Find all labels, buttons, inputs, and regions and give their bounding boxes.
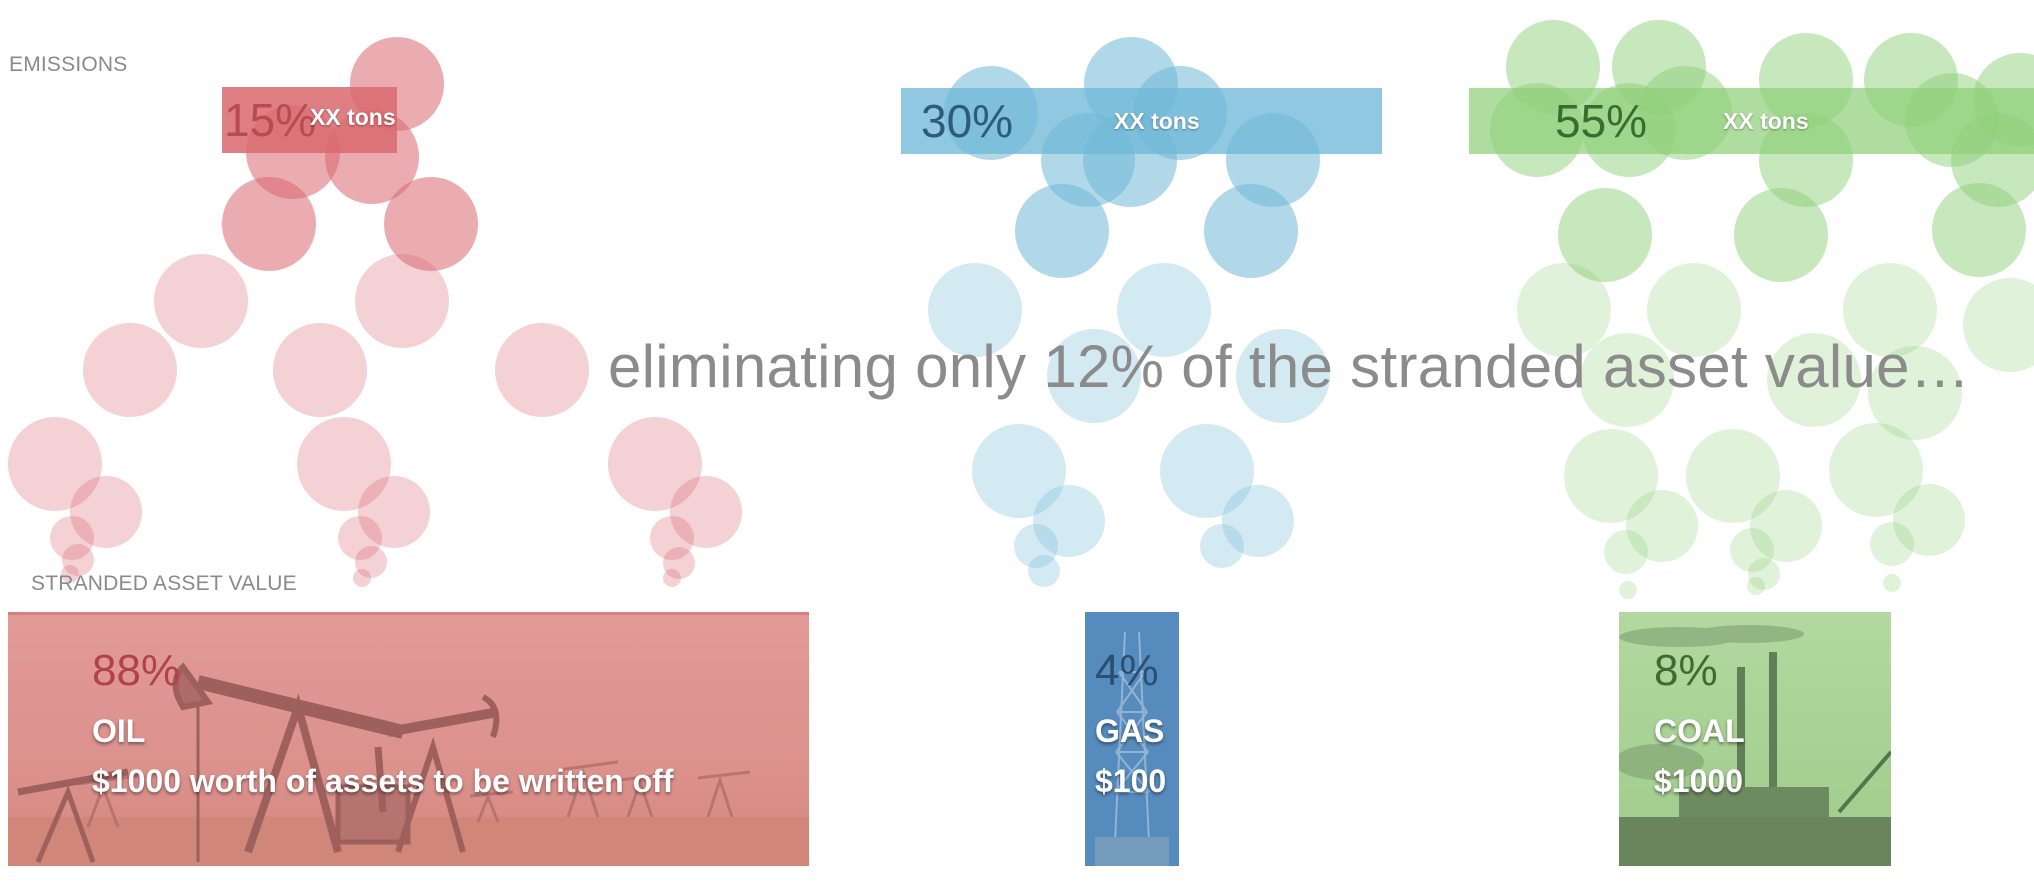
- emission-bubble-oil: [222, 177, 316, 271]
- asset-card-oil: 88% OIL $1000 worth of assets to be writ…: [8, 612, 809, 866]
- emission-bubble-oil: [495, 323, 589, 417]
- emission-bubble-coal: [1883, 574, 1901, 592]
- emission-percent-coal: 55%: [1555, 95, 1648, 147]
- emission-bubble-oil: [663, 547, 695, 579]
- emission-bubble-gas: [1028, 555, 1060, 587]
- emission-bubble-oil: [650, 516, 694, 560]
- emission-bubble-coal: [1829, 423, 1923, 517]
- emission-bubble-oil: [608, 417, 702, 511]
- emission-bubble-coal: [1932, 183, 2026, 277]
- emission-bubble-coal: [1730, 528, 1774, 572]
- emission-bubble-coal: [1747, 577, 1765, 595]
- emission-bubble-coal: [1893, 484, 1965, 556]
- emission-bubble-oil: [273, 323, 367, 417]
- emission-bubble-coal: [1963, 278, 2034, 372]
- asset-card-coal: 8% COAL $1000: [1619, 612, 1891, 866]
- emission-tons-coal: XX tons: [1723, 108, 1809, 134]
- emission-bubble-gas: [1222, 485, 1294, 557]
- asset-name-coal: COAL: [1654, 713, 1745, 749]
- emission-bubble-oil: [670, 476, 742, 548]
- emission-bubble-gas: [1160, 424, 1254, 518]
- emission-bubble-coal: [1750, 490, 1822, 562]
- emission-bubble-coal: [1564, 429, 1658, 523]
- emission-bubble-gas: [1015, 184, 1109, 278]
- emission-bubble-coal: [1748, 558, 1780, 590]
- emission-tons-oil: XX tons: [310, 104, 396, 130]
- stranded-asset-label: STRANDED ASSET VALUE: [31, 572, 297, 595]
- coal-power-plant-photo: [1619, 612, 1891, 866]
- emission-bubble-oil: [338, 516, 382, 560]
- emission-bar-oil: 15% XX tons: [222, 87, 397, 153]
- emission-bubble-oil: [8, 417, 102, 511]
- emission-bubble-oil: [663, 569, 681, 587]
- emission-bubble-oil: [353, 569, 371, 587]
- stranded-percent-oil: 88%: [92, 646, 181, 695]
- emission-bubble-coal: [1734, 188, 1828, 282]
- emission-percent-oil: 15%: [224, 94, 317, 146]
- asset-name-gas: GAS: [1095, 713, 1165, 749]
- asset-name-oil: OIL: [92, 713, 146, 749]
- stranded-percent-gas: 4%: [1095, 646, 1159, 695]
- emission-bubble-coal: [1870, 522, 1914, 566]
- emission-bubble-oil: [154, 254, 248, 348]
- headline: eliminating only 12% of the stranded ass…: [608, 333, 1971, 400]
- emission-bubble-oil: [358, 476, 430, 548]
- emission-bubble-coal: [1686, 429, 1780, 523]
- emission-bubble-oil: [297, 417, 391, 511]
- asset-card-gas: 4% GAS $100: [1085, 612, 1179, 866]
- emission-bubble-oil: [355, 546, 387, 578]
- emission-bar-coal: 55% XX tons: [1469, 88, 2034, 154]
- emission-bubble-oil: [70, 476, 142, 548]
- emission-bubble-coal: [1619, 581, 1637, 599]
- emission-bubble-oil: [50, 516, 94, 560]
- emission-percent-gas: 30%: [921, 95, 1014, 147]
- asset-value-coal: $1000: [1654, 763, 1743, 799]
- emission-bubble-oil: [83, 323, 177, 417]
- oil-pumpjacks-photo: [8, 612, 809, 866]
- stranded-percent-coal: 8%: [1654, 646, 1718, 695]
- emission-bubble-gas: [1200, 524, 1244, 568]
- emissions-label: EMISSIONS: [9, 53, 128, 76]
- emission-bubble-coal: [1626, 490, 1698, 562]
- asset-value-oil: $1000 worth of assets to be written off: [92, 763, 674, 799]
- emission-bubble-gas: [1033, 485, 1105, 557]
- emission-bubble-gas: [972, 424, 1066, 518]
- emission-tons-gas: XX tons: [1114, 108, 1200, 134]
- asset-value-gas: $100: [1095, 763, 1167, 799]
- emission-bubble-gas: [1014, 524, 1058, 568]
- emission-bubble-oil: [384, 177, 478, 271]
- emission-bubble-coal: [1558, 188, 1652, 282]
- emission-bubble-coal: [1604, 530, 1648, 574]
- gas-drilling-rig-photo: [1085, 612, 1179, 866]
- emission-bubble-oil: [355, 254, 449, 348]
- emission-bar-gas: 30% XX tons: [901, 88, 1382, 154]
- emission-bubble-gas: [1204, 184, 1298, 278]
